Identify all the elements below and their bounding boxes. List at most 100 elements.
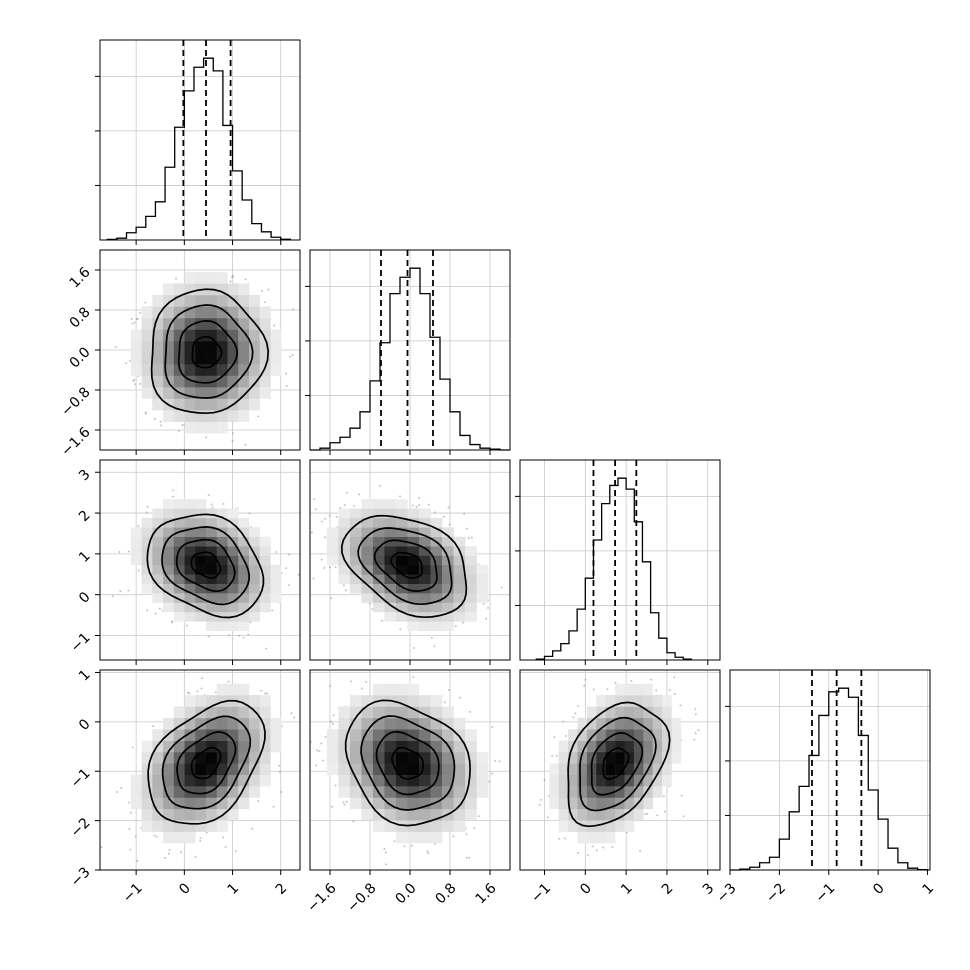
density-cell xyxy=(384,564,397,575)
density-cell xyxy=(141,527,153,537)
density-cell xyxy=(227,729,239,741)
scatter-point xyxy=(331,805,334,808)
scatter-point xyxy=(231,440,234,443)
density-cell xyxy=(372,729,385,741)
density-cell xyxy=(141,763,153,776)
density-cell xyxy=(130,329,142,342)
scatter-point xyxy=(257,415,260,418)
density-cell xyxy=(216,797,228,810)
histogram-step xyxy=(106,57,292,241)
density-cell xyxy=(227,527,239,537)
density-cell xyxy=(248,774,261,787)
density-cell xyxy=(361,706,374,719)
density-cell xyxy=(465,729,477,741)
density-cell xyxy=(163,536,175,547)
density-cell xyxy=(407,602,420,613)
density-cell xyxy=(671,729,682,741)
density-cell xyxy=(549,797,560,810)
density-cell xyxy=(596,740,607,753)
scatter-point xyxy=(265,647,268,650)
density-cell xyxy=(163,317,175,330)
scatter-point xyxy=(473,827,476,830)
scatter-point xyxy=(234,850,237,853)
density-cell xyxy=(248,740,261,753)
density-cell xyxy=(419,593,431,603)
density-cell xyxy=(173,740,185,753)
scatter-point xyxy=(290,712,293,715)
panel-body xyxy=(100,677,300,862)
scatter-point xyxy=(278,764,281,767)
density-cell xyxy=(442,546,454,556)
contour-level-0 xyxy=(191,335,223,369)
scatter-point xyxy=(175,277,178,280)
scatter-point xyxy=(353,505,356,508)
density-cell xyxy=(558,751,569,764)
density-cell xyxy=(349,574,362,584)
contour-level-1 xyxy=(373,539,438,592)
density-cell xyxy=(227,517,239,528)
density-cell xyxy=(395,797,408,810)
density-cell xyxy=(195,499,207,509)
density-cell xyxy=(596,695,607,707)
density-cell xyxy=(476,564,489,575)
scatter-point xyxy=(144,411,147,414)
density-cells xyxy=(326,683,489,844)
density-cell xyxy=(615,751,625,764)
scatter-point xyxy=(399,628,402,631)
density-cell xyxy=(184,364,196,376)
density-cell xyxy=(395,583,408,594)
scatter-point xyxy=(129,811,132,814)
density-cell xyxy=(195,717,207,730)
density-cell xyxy=(596,763,607,776)
density-cell xyxy=(430,797,443,810)
density-cell xyxy=(173,729,185,741)
density-cell xyxy=(652,751,663,764)
contours xyxy=(567,701,671,828)
density-cell xyxy=(163,517,175,528)
density-cell xyxy=(238,611,250,622)
density-cell xyxy=(372,797,385,810)
density-panel-0-3 xyxy=(95,669,301,875)
density-cell xyxy=(163,797,175,810)
density-cell xyxy=(372,717,385,730)
density-cell xyxy=(227,740,239,753)
density-cell xyxy=(163,555,175,566)
density-cell xyxy=(430,593,443,603)
contour-level-0 xyxy=(602,747,630,780)
density-cell xyxy=(662,740,672,753)
density-cell xyxy=(227,340,239,353)
density-cell xyxy=(361,751,374,764)
scatter-point xyxy=(136,317,139,320)
density-cell xyxy=(338,517,351,528)
scatter-point xyxy=(334,784,337,787)
density-cell xyxy=(395,751,408,764)
density-cell xyxy=(238,621,250,631)
density-cell xyxy=(361,555,374,566)
scatter-point xyxy=(679,704,682,707)
density-cell xyxy=(206,820,218,832)
density-cell xyxy=(419,602,431,613)
density-cell xyxy=(577,831,588,844)
scatter-point xyxy=(324,536,327,539)
scatter-point xyxy=(154,612,157,615)
scatter-point xyxy=(244,278,247,281)
scatter-point xyxy=(562,720,565,723)
density-cell xyxy=(419,786,431,798)
density-cell xyxy=(605,729,616,741)
contours xyxy=(150,288,270,415)
density-cell xyxy=(442,729,454,741)
scatter-point xyxy=(546,816,549,819)
scatter-point xyxy=(278,770,281,773)
scatter-point xyxy=(146,609,149,612)
density-cell xyxy=(615,729,625,741)
density-cell xyxy=(206,398,218,411)
density-cell xyxy=(227,808,239,821)
density-cell xyxy=(195,410,207,422)
density-cell xyxy=(615,695,625,707)
density-cell xyxy=(227,786,239,798)
density-cell xyxy=(407,583,420,594)
density-cell xyxy=(259,352,271,365)
grid-lines xyxy=(520,460,720,660)
density-cell xyxy=(395,717,408,730)
density-cell xyxy=(206,763,218,776)
